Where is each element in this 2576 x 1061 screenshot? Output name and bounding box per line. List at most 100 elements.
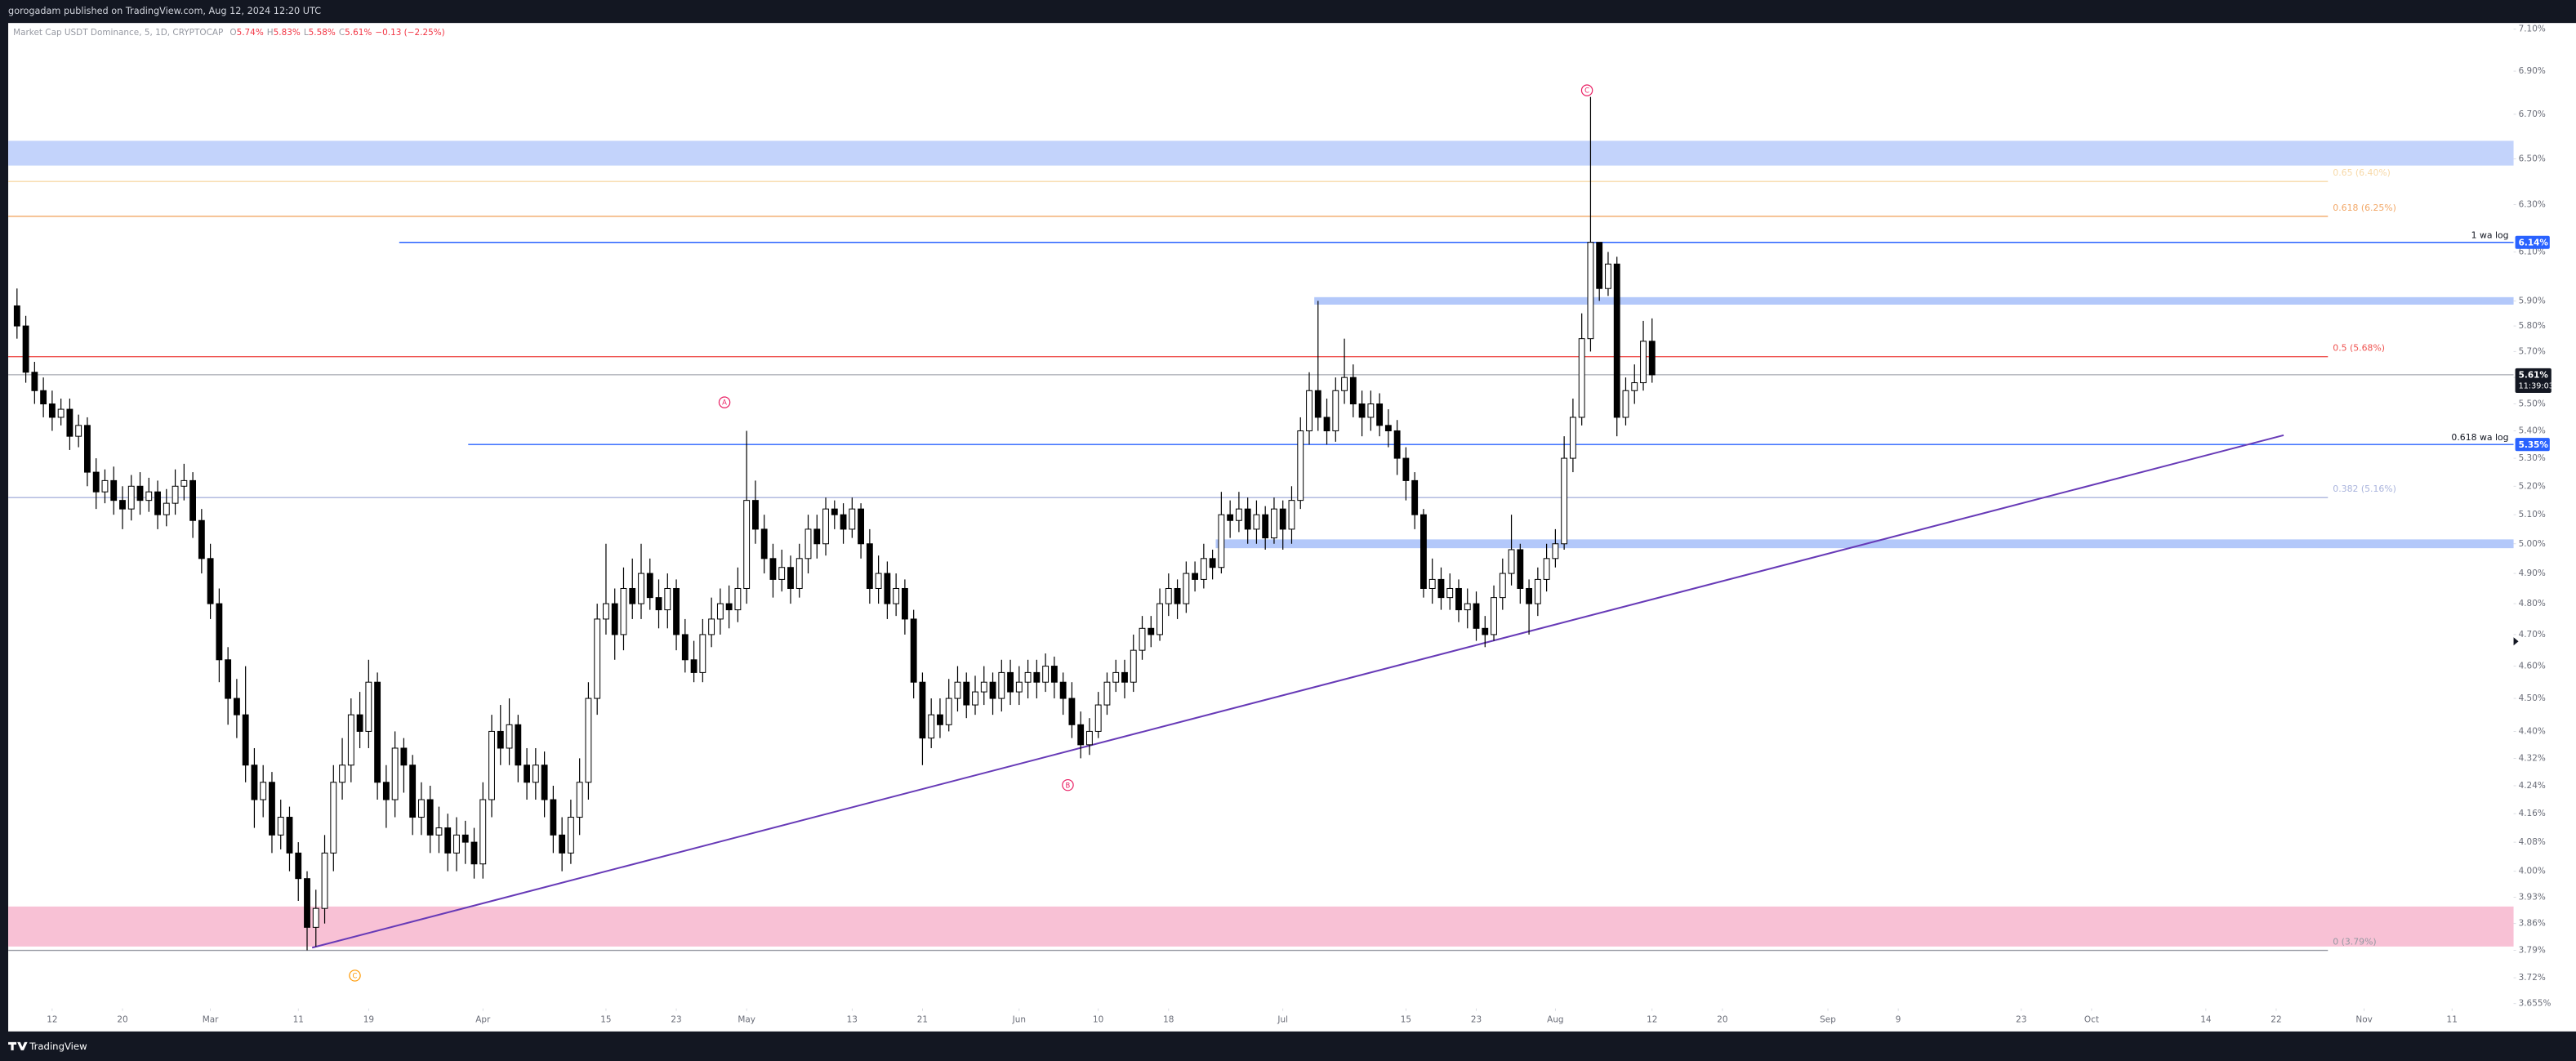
candle-body [585,698,592,783]
candle-body [251,765,258,800]
candle-body [269,782,275,836]
candle-body [1349,377,1357,405]
candle-body [374,681,381,783]
candle-body [242,714,249,766]
x-tick-label: 9 [1896,1015,1901,1025]
x-tick-label: Apr [475,1015,491,1025]
x-tick-label: 10 [1093,1015,1103,1025]
candle-body [716,603,724,620]
y-tick-label: 7.10% [2519,25,2546,34]
candle-body [163,502,170,515]
candle-body [1209,558,1216,568]
candle-body [312,907,319,928]
fib-label: 0.618 (6.25%) [2333,203,2396,213]
candle-body [1428,578,1436,589]
price-tag-label: 5.35% [2519,440,2549,450]
x-tick-label: 18 [1163,1015,1174,1025]
y-tick-label: 4.00% [2519,867,2546,876]
candle-body [559,834,566,854]
candle-body [893,587,900,604]
candle-body [172,485,179,504]
candle-body [400,747,408,766]
candle-body [1605,263,1611,289]
x-tick-label: Sep [1820,1015,1836,1025]
candle-body [769,558,777,580]
candle-body [506,724,513,749]
candle-body [1569,417,1576,459]
candle-body [1464,603,1471,611]
x-tick-label: 22 [2271,1015,2281,1025]
trendline [311,434,2284,949]
candle-body [225,659,232,699]
candle-body [180,479,188,487]
ohlc-value: 5.83% [274,28,301,38]
candle-body [31,372,38,391]
price-tag-label: 6.14% [2519,238,2549,247]
y-tick-label: 6.90% [2519,66,2546,76]
byline: gorogadam published on TradingView.com, … [8,6,321,16]
candle-body [928,714,935,739]
candle-body [479,799,487,865]
candle-body [858,508,865,545]
wave-circle [718,396,731,408]
last-price-label: 5.61% [2519,371,2549,381]
candle-body [1534,578,1541,604]
marked-line-label: 0.618 wa log [2451,432,2508,443]
x-tick-label: 15 [1401,1015,1411,1025]
candle-body [1587,242,1594,340]
candle-body [48,403,56,418]
candle-body [136,485,144,502]
candle-body [13,305,20,327]
candle-body [365,681,372,732]
candle-body [937,714,943,725]
candle-body [796,558,803,589]
candle-body [470,841,478,865]
fib-label: 0.382 (5.16%) [2333,484,2396,494]
candle-body [804,528,812,559]
y-tick-label: 6.30% [2519,200,2546,210]
candle-body [734,587,742,611]
candle-body [233,698,240,716]
candle-body [954,681,961,699]
symbol-title: Market Cap USDT Dominance, 5, 1D, CRYPTO… [13,28,223,38]
candle-body [286,817,293,854]
y-tick-label: 4.90% [2519,568,2546,578]
candle-body [1561,457,1568,545]
candle-body [409,765,417,818]
candle-body [418,799,425,818]
y-tick-label: 6.50% [2519,154,2546,163]
fib-label: 0 (3.79%) [2333,937,2376,947]
candle-body [1631,382,1638,391]
wave-circle [1580,84,1593,96]
candle-body [1437,578,1445,599]
y-tick-label: 5.40% [2519,426,2546,435]
legend-line: Market Cap USDT Dominance, 5, 1D, CRYPTO… [13,28,445,38]
candle-body [84,425,91,473]
y-tick-label: 4.60% [2519,662,2546,671]
x-tick-label: Aug [1547,1015,1563,1025]
candle-body [1517,549,1524,589]
candle-body [787,567,794,589]
scroll-arrow[interactable] [2513,637,2519,646]
candle-body [330,782,337,854]
candle-body [22,325,29,373]
candle-body [1244,508,1251,530]
candle-body [339,765,345,783]
candle-body [154,491,161,515]
candle-body [1306,390,1313,431]
candle-body [127,485,135,510]
candle-body [743,500,751,589]
candle-body [980,681,987,693]
candle-body [110,479,118,502]
y-tick-label: 6.10% [2519,247,2546,256]
y-tick-label: 3.93% [2519,892,2546,902]
ohlc-key: L [304,28,309,38]
logo-mark [8,1041,28,1050]
y-tick-label: 5.00% [2519,539,2546,549]
candle-body [998,671,1005,699]
candle-body [277,817,284,836]
x-tick-label: 20 [1717,1015,1727,1025]
candle-body [603,603,609,620]
